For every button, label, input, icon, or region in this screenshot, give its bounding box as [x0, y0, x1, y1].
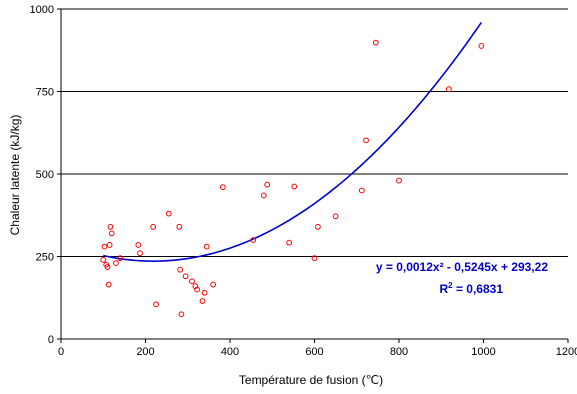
y-tick-label-750: 750 [36, 87, 54, 99]
data-point-30 [286, 239, 293, 246]
data-point-34 [332, 213, 339, 220]
x-tick-label-400: 400 [221, 346, 239, 358]
r-squared-prefix: R [439, 282, 448, 296]
data-point-28 [260, 192, 267, 199]
data-point-25 [210, 281, 217, 288]
r-squared-label: R2 = 0,6831 [439, 281, 503, 296]
data-point-8 [113, 260, 119, 267]
r-squared-value: = 0,6831 [453, 282, 504, 296]
data-point-38 [396, 177, 402, 184]
data-point-14 [165, 210, 172, 217]
data-point-9 [117, 255, 124, 262]
data-point-32 [311, 255, 318, 262]
data-point-19 [189, 278, 195, 285]
polynomial-trendline [103, 21, 483, 262]
data-point-40 [478, 43, 485, 49]
data-point-1 [101, 243, 108, 250]
x-tick-label-1000: 1000 [471, 346, 495, 358]
trendline-equation: y = 0,0012x² - 0,5245x + 293,22 [376, 260, 548, 274]
data-point-17 [178, 311, 185, 318]
data-point-21 [194, 286, 200, 293]
data-point-26 [219, 184, 226, 191]
data-point-7 [108, 230, 115, 237]
data-point-16 [177, 266, 184, 273]
data-point-12 [150, 223, 157, 230]
data-points [100, 39, 485, 318]
y-tick-label-250: 250 [36, 252, 54, 264]
data-point-15 [176, 223, 183, 230]
data-point-36 [363, 137, 369, 144]
data-point-10 [135, 242, 142, 248]
data-point-3 [104, 264, 111, 270]
x-axis-label: Température de fusion (℃) [239, 373, 383, 387]
data-point-33 [314, 223, 321, 230]
x-tick-label-600: 600 [305, 346, 323, 358]
data-point-4 [105, 281, 112, 288]
data-point-23 [201, 289, 208, 296]
data-point-27 [250, 237, 257, 243]
data-point-31 [291, 183, 298, 190]
y-tick-label-500: 500 [36, 169, 54, 181]
data-point-6 [107, 223, 114, 230]
y-tick-label-1000: 1000 [30, 4, 54, 16]
x-tick-label-0: 0 [58, 346, 64, 358]
gridlines [61, 8, 568, 257]
y-axis-label: Chaleur latente (kJ/kg) [8, 115, 22, 236]
y-tick-label-0: 0 [48, 334, 54, 346]
data-point-29 [264, 181, 271, 188]
data-point-22 [199, 298, 206, 304]
data-point-5 [106, 242, 113, 248]
y-axis-ticks: 0 250 500 750 1000 [30, 4, 61, 346]
data-point-0 [100, 256, 107, 263]
r-squared-exponent: 2 [448, 281, 453, 290]
data-point-39 [445, 86, 452, 93]
data-point-20 [192, 283, 199, 290]
data-point-24 [203, 243, 210, 250]
data-point-35 [358, 187, 365, 194]
x-tick-label-200: 200 [136, 346, 154, 358]
data-point-18 [182, 273, 189, 280]
data-point-13 [153, 301, 159, 308]
x-tick-label-800: 800 [390, 346, 408, 358]
data-point-11 [137, 250, 143, 257]
data-point-37 [372, 39, 379, 46]
